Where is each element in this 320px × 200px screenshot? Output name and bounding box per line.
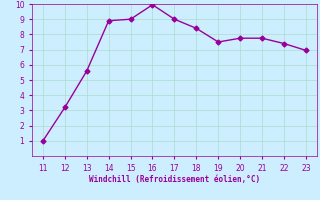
X-axis label: Windchill (Refroidissement éolien,°C): Windchill (Refroidissement éolien,°C) xyxy=(89,175,260,184)
